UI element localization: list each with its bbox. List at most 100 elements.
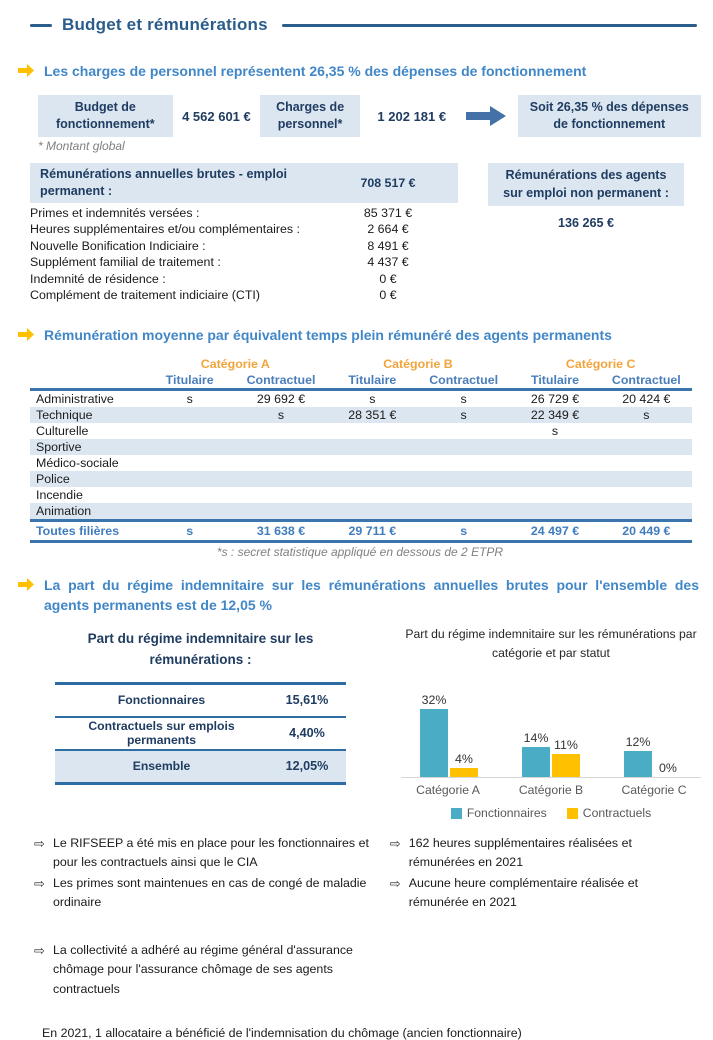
chart-title: Part du régime indemnitaire sur les rému…: [405, 627, 697, 661]
note-text: Aucune heure complémentaire réalisée et …: [408, 875, 639, 909]
category-axis-label: Catégorie C: [621, 783, 687, 798]
cell-value: [144, 503, 235, 521]
chart-legend: Fonctionnaires Contractuels: [401, 806, 701, 820]
cell-value: [144, 471, 235, 487]
cell-value: [509, 503, 600, 521]
perm-table-row: Complément de traitement indiciaire (CTI…: [30, 287, 458, 303]
perm-row-label: Nouvelle Bonification Indiciaire :: [30, 238, 206, 253]
row-label: Médico-sociale: [36, 455, 119, 470]
cell-value: [235, 471, 326, 487]
bar-value-label: 14%: [523, 731, 549, 746]
cell-value: [235, 487, 326, 503]
legend-swatch: [566, 807, 578, 819]
status-header: Contractuel: [235, 371, 327, 391]
status-header: Contractuel: [417, 371, 510, 391]
cell-value: [144, 423, 235, 439]
legend-item: Fonctionnaires: [450, 806, 547, 821]
table-row: Culturelle s: [30, 423, 692, 439]
legend-item: Contractuels: [566, 806, 651, 820]
section1-heading-text: Les charges de personnel représentent 26…: [44, 63, 587, 79]
non-permanent-block: Rémunérations des agents sur emploi non …: [488, 163, 684, 303]
section3-heading: La part du régime indemnitaire sur les r…: [18, 575, 701, 616]
indemnity-row-value: 15,61%: [285, 693, 329, 708]
cell-value: [144, 439, 235, 455]
total-value: 31 638 €: [235, 518, 327, 543]
status-header: Contractuel: [600, 371, 692, 391]
cell-value: 26 729 €: [530, 391, 580, 406]
indemnity-table-title: Part du régime indemnitaire sur les rému…: [87, 631, 314, 667]
indemnity-row-value: 4,40%: [289, 726, 325, 741]
bar-and-label: 12%: [623, 735, 653, 778]
total-value: s: [417, 518, 510, 543]
cell-value: [418, 471, 509, 487]
row-label: Police: [36, 471, 70, 486]
result-box: Soit 26,35 % des dépenses de fonctionnem…: [517, 95, 701, 138]
table-row: Technique s 28 351 € s 22 349 € s: [30, 406, 692, 423]
bar-value-label: 4%: [455, 752, 473, 767]
bar-value-label: 11%: [554, 738, 578, 753]
table-row: Médico-sociale: [30, 455, 692, 471]
cell-value: 29 692 €: [256, 391, 306, 406]
category-axis-label: Catégorie B: [518, 783, 584, 798]
bar-and-label: 14%: [521, 731, 551, 778]
perm-table-row: Primes et indemnités versées : 85 371 €: [30, 205, 458, 221]
page-header: Budget et rémunérations: [30, 15, 701, 35]
non-permanent-label: Rémunérations des agents sur emploi non …: [488, 163, 684, 207]
header-rule-left: [30, 23, 52, 27]
perm-table-row: Indemnité de résidence : 0 €: [30, 271, 458, 287]
indemnity-row: Fonctionnaires 15,61%: [55, 685, 346, 718]
cell-value: [509, 471, 600, 487]
cell-value: [144, 487, 235, 503]
perm-table-row: Heures supplémentaires et/ou complémenta…: [30, 221, 458, 237]
note-item: ⇨ 162 heures supplémentaires réalisées et…: [390, 834, 701, 872]
table-row: Sportive: [30, 438, 692, 455]
section3-columns: Part du régime indemnitaire sur les rému…: [30, 625, 701, 820]
row-label: Animation: [36, 503, 92, 518]
cell-value: [327, 439, 418, 455]
cell-value: [418, 503, 509, 521]
note-item: ⇨ Le RIFSEEP a été mis en place pour les …: [34, 834, 390, 872]
section3-heading-text: La part du régime indemnitaire sur les r…: [44, 576, 699, 614]
perm-header-value: 708 517 €: [360, 175, 416, 190]
cell-value: s: [186, 391, 193, 406]
note-text: 162 heures supplémentaires réalisées et …: [408, 836, 632, 870]
cell-value: 20 424 €: [622, 391, 671, 406]
cell-value: [144, 407, 235, 423]
indemnity-row: Ensemble 12,05%: [55, 750, 346, 782]
bar-group: 32% 4%: [419, 693, 479, 778]
arrow-bullet-icon: ⇨: [389, 875, 401, 891]
cell-value: [327, 487, 418, 503]
charges-box: Charges de personnel*: [260, 95, 360, 138]
table-row: Police: [30, 470, 692, 487]
perm-row-label: Heures supplémentaires et/ou complémenta…: [30, 222, 300, 237]
chart-x-labels: Catégorie A Catégorie B Catégorie C: [401, 783, 701, 797]
cell-value: 28 351 €: [348, 407, 397, 422]
bar-fonctionnaires: [420, 709, 448, 778]
cell-value: [327, 471, 418, 487]
report-page: Budget et rémunérations Les charges de p…: [18, 15, 701, 1040]
row-label: Incendie: [36, 487, 83, 502]
perm-row-value: 0 €: [379, 271, 397, 286]
cell-value: s: [369, 391, 376, 406]
cell-value: [601, 503, 692, 521]
cell-value: [601, 423, 692, 439]
bar-and-label: 32%: [419, 693, 449, 778]
perm-table-row: Supplément familial de traitement : 4 437…: [30, 254, 458, 270]
montant-global-note: * Montant global: [38, 139, 125, 154]
perm-row-value: 0 €: [379, 288, 397, 303]
cell-value: [601, 439, 692, 455]
total-label: Toutes filières: [30, 518, 144, 543]
indemnity-row-label: Fonctionnaires: [117, 693, 206, 708]
cell-value: [601, 487, 692, 503]
status-header: Titulaire: [509, 371, 601, 391]
indemnity-row-label: Contractuels sur emplois permanents: [88, 719, 235, 748]
legend-label: Fonctionnaires: [466, 806, 547, 821]
page-title: Budget et rémunérations: [62, 15, 268, 34]
category-header: Catégorie A: [200, 356, 270, 371]
cell-value: s: [551, 423, 559, 438]
cell-value: [418, 439, 509, 455]
budget-box: Budget de fonctionnement*: [38, 95, 173, 138]
perm-table-row: Nouvelle Bonification Indiciaire : 8 491 …: [30, 238, 458, 254]
yellow-arrow-icon: [18, 328, 34, 342]
charges-value: 1 202 181 €: [377, 108, 447, 124]
